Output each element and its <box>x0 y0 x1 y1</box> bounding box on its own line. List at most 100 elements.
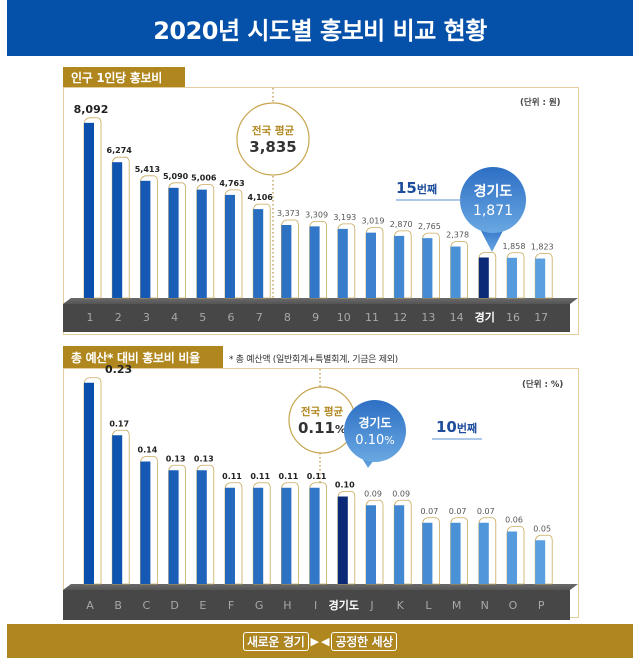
bar <box>309 487 320 584</box>
bar <box>253 209 264 298</box>
bar <box>422 238 433 298</box>
bar <box>84 382 94 584</box>
bar-value-label: 0.13 <box>194 454 214 463</box>
bar <box>422 522 433 584</box>
chart-base <box>63 590 570 620</box>
category-label: E <box>199 599 206 612</box>
bar <box>112 435 123 584</box>
bar-group <box>393 230 412 299</box>
bar-group <box>168 464 186 585</box>
average-value: 0.11% <box>298 419 346 437</box>
bar-group <box>309 220 327 299</box>
chart-base-top <box>63 298 578 304</box>
category-label: 5 <box>199 311 206 324</box>
bar-value-label: 0.10 <box>335 481 355 490</box>
bar-group <box>252 482 271 585</box>
bar-group <box>252 203 271 299</box>
bar <box>196 470 207 584</box>
bar <box>281 487 292 584</box>
bar <box>84 122 94 298</box>
bar-value-label: 4,763 <box>219 179 244 188</box>
category-label: N <box>481 599 489 612</box>
bar <box>535 258 546 298</box>
category-label: P <box>538 599 545 612</box>
category-label: 9 <box>312 311 319 324</box>
chart2-title: 총 예산* 대비 홍보비 비율 <box>71 350 200 365</box>
average-value: 3,835 <box>249 138 296 156</box>
bar-value-label: 1,858 <box>503 242 526 251</box>
category-label: C <box>143 599 151 612</box>
bar-value-label: 0.07 <box>449 507 467 516</box>
bar-group <box>168 182 186 299</box>
bar-group <box>478 517 497 585</box>
bar <box>281 224 292 298</box>
arrow-right-icon: ▶ <box>310 634 319 648</box>
bar-group <box>422 232 440 299</box>
bar-value-label: 0.11 <box>279 472 299 481</box>
bar-group <box>224 189 243 299</box>
bar-group <box>393 499 412 585</box>
slogan-right: 공정한 세상 <box>331 631 398 651</box>
bar-group <box>450 241 468 299</box>
chart1-title: 인구 1인당 홍보비 <box>71 70 162 85</box>
bar-value-label: 2,378 <box>446 231 469 240</box>
bar-group <box>422 517 440 585</box>
page-title: 2020년 시도별 홍보비 비교 현황 <box>153 16 487 45</box>
category-label: A <box>86 599 94 612</box>
bar-value-label: 0.06 <box>505 516 523 525</box>
footer-slogan: 새로운 경기 ▶ ◀ 공정한 세상 <box>242 631 398 651</box>
category-label: H <box>283 599 291 612</box>
bar <box>337 228 348 298</box>
bar-value-label: 0.13 <box>166 454 186 463</box>
bar-group <box>281 482 299 585</box>
category-label: 16 <box>506 311 520 324</box>
chart2-title-tab: 총 예산* 대비 홍보비 비율 <box>63 346 223 368</box>
category-label: M <box>452 599 462 612</box>
category-label: 17 <box>534 311 548 324</box>
chart2-footnote: * 총 예산액 (일반회계+특별회계, 기금은 제외) <box>229 355 398 365</box>
category-label: 경기 <box>475 310 495 324</box>
bar-group <box>83 117 102 299</box>
bar-value-label: 0.23 <box>105 363 132 376</box>
bar <box>478 257 489 298</box>
bar-group <box>365 499 384 585</box>
bar-value-label: 3,373 <box>277 209 300 218</box>
bar-group <box>140 175 158 299</box>
bar <box>140 180 151 298</box>
bar-value-label: 0.09 <box>392 489 410 498</box>
bar-value-label: 2,870 <box>390 220 413 229</box>
category-label: 4 <box>171 311 178 324</box>
arrow-left-icon: ◀ <box>321 634 330 648</box>
callout-name: 경기도 <box>358 415 391 430</box>
bar <box>507 257 517 298</box>
bar <box>225 194 235 298</box>
category-label: D <box>170 599 178 612</box>
category-label: 13 <box>421 311 435 324</box>
callout-bubble <box>460 167 526 233</box>
category-label: 7 <box>256 311 263 324</box>
category-label: B <box>114 599 122 612</box>
category-label: I <box>314 599 317 612</box>
bar-group <box>196 464 215 585</box>
rank-label: 10번째 <box>436 418 477 436</box>
bar <box>535 540 546 584</box>
category-label: 10 <box>337 311 351 324</box>
bar-group <box>337 223 356 299</box>
bar <box>366 232 376 298</box>
bar <box>112 162 123 298</box>
category-label: G <box>255 599 264 612</box>
bar-value-label: 6,274 <box>107 146 133 155</box>
bar-group <box>140 456 158 585</box>
bar-value-label: 3,019 <box>362 217 385 226</box>
bar <box>168 470 179 584</box>
category-label: 경기도 <box>329 598 359 612</box>
bar-value-label: 0.09 <box>364 489 382 498</box>
average-badge <box>236 102 310 176</box>
bar-value-label: 5,413 <box>135 165 160 174</box>
bar-group <box>506 252 525 299</box>
slogan-left: 새로운 경기 <box>242 631 309 651</box>
bar-value-label: 3,309 <box>305 210 328 219</box>
bar-group <box>365 227 384 299</box>
bar-group <box>196 184 215 299</box>
bar-group <box>309 482 327 585</box>
